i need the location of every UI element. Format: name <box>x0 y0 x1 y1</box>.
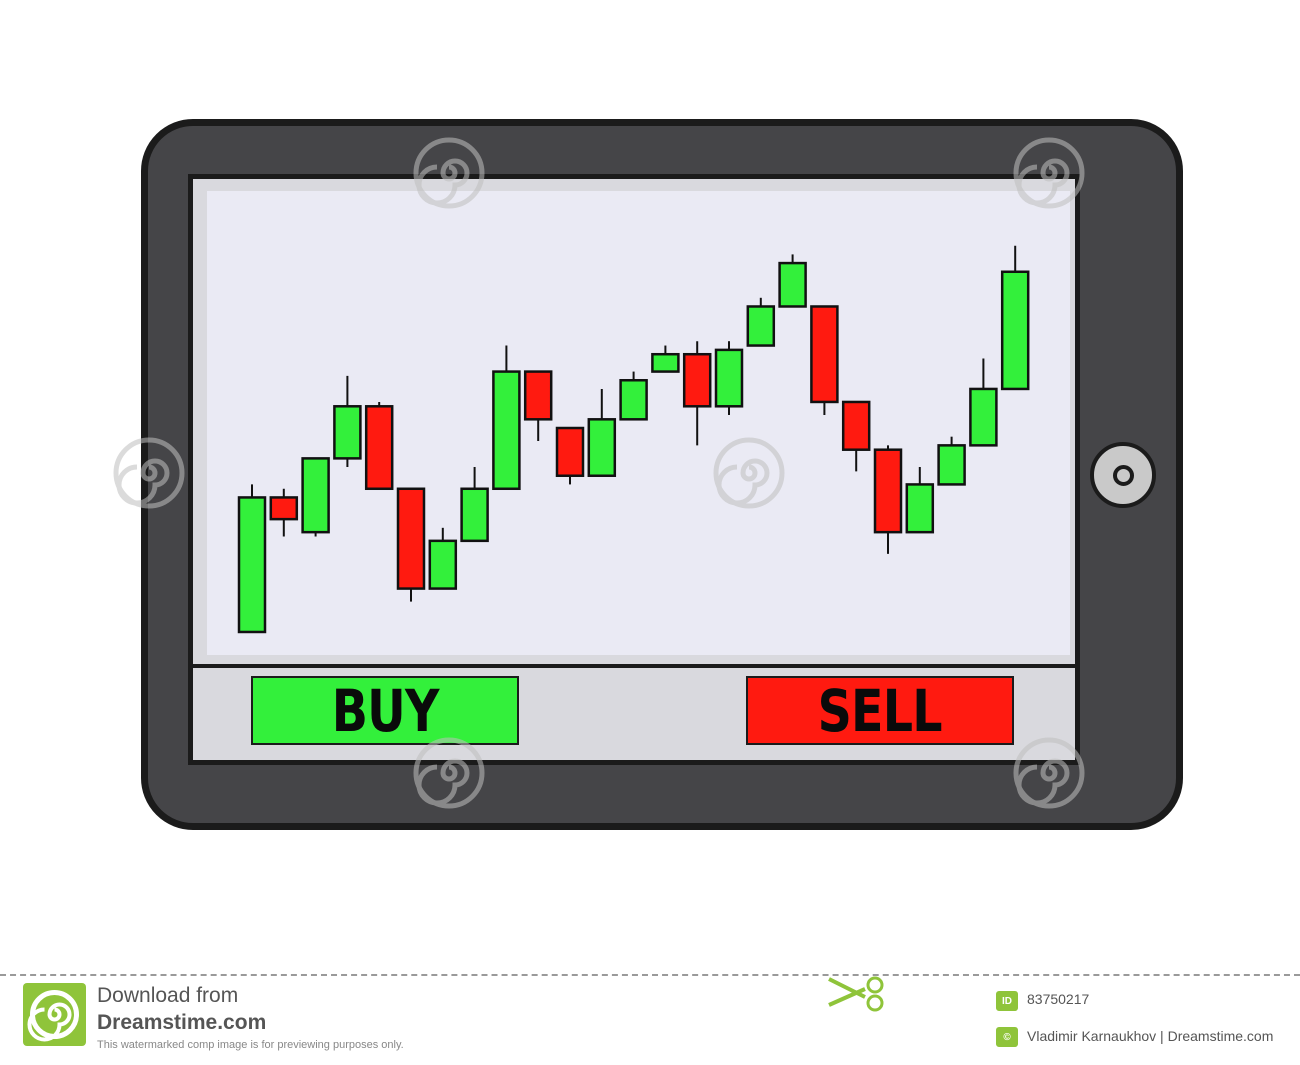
candle-body-down <box>810 305 839 404</box>
candle-body-up <box>651 352 680 373</box>
spiral-watermark-icon <box>113 437 185 509</box>
candle-body-up <box>301 457 330 534</box>
image-id: 83750217 <box>1027 991 1090 1007</box>
candle-body-down <box>841 400 871 451</box>
candle-body-up <box>1000 270 1030 391</box>
footer-divider <box>0 974 1300 976</box>
sell-button-label: SELL <box>817 676 943 745</box>
candle-body-down <box>523 370 553 421</box>
candle-14 <box>651 345 680 373</box>
candle-21 <box>873 445 903 554</box>
spiral-watermark-icon <box>413 737 485 809</box>
candle-body-down <box>364 405 394 491</box>
watermark-note: This watermarked comp image is for previ… <box>97 1039 404 1051</box>
candle-body-up <box>937 444 966 486</box>
candle-10 <box>523 370 553 442</box>
candle-body-up <box>746 305 776 347</box>
candle-body-up <box>714 348 744 408</box>
candle-4 <box>333 375 362 468</box>
spiral-watermark-icon <box>713 437 785 509</box>
candle-body-up <box>969 387 998 447</box>
candle-5 <box>364 401 394 491</box>
candle-12 <box>587 388 617 477</box>
candle-11 <box>555 426 585 485</box>
candle-9 <box>492 345 521 491</box>
candle-24 <box>969 358 998 447</box>
candle-body-down <box>269 496 299 521</box>
home-button-ring <box>1113 465 1134 486</box>
candlestick-chart <box>207 191 1070 655</box>
download-from-text: Download from <box>97 984 239 1007</box>
candle-body-down <box>396 487 426 590</box>
spiral-watermark-icon <box>1013 737 1085 809</box>
candle-body-up <box>460 487 489 543</box>
candle-body-up <box>619 379 648 421</box>
buy-button[interactable]: BUY <box>251 676 519 745</box>
candle-body-up <box>905 483 935 534</box>
copyright-badge-icon: © <box>996 1027 1018 1047</box>
candle-25 <box>1000 245 1030 391</box>
candle-2 <box>269 488 299 537</box>
tablet-home-button[interactable] <box>1090 442 1156 508</box>
spiral-watermark-icon <box>413 137 485 209</box>
candle-23 <box>937 436 966 486</box>
spiral-watermark-icon <box>1013 137 1085 209</box>
candle-19 <box>810 305 839 415</box>
candle-body-down <box>555 426 585 477</box>
dreamstime-link[interactable]: Dreamstime.com <box>97 1011 267 1034</box>
candle-body-up <box>237 496 267 634</box>
candle-18 <box>778 254 807 308</box>
candle-body-up <box>492 370 521 491</box>
candle-body-down <box>682 352 712 408</box>
author-credit: Vladimir Karnaukhov | Dreamstime.com <box>1027 1028 1274 1044</box>
candle-3 <box>301 457 330 537</box>
screen-divider <box>193 664 1075 668</box>
candle-13 <box>619 371 648 421</box>
candle-1 <box>237 484 267 634</box>
candle-body-up <box>587 418 617 477</box>
candle-body-down <box>873 448 903 534</box>
candle-16 <box>714 341 744 415</box>
candle-body-up <box>778 261 807 308</box>
dreamstime-logo-icon <box>23 983 86 1046</box>
candle-22 <box>905 467 935 534</box>
candle-body-up <box>428 539 458 590</box>
candle-17 <box>746 297 776 347</box>
candle-8 <box>460 467 489 543</box>
buy-button-label: BUY <box>331 676 440 745</box>
scissors-icon <box>828 976 884 1012</box>
candle-6 <box>396 487 426 602</box>
chart-canvas <box>237 245 1030 634</box>
id-badge-icon: ID <box>996 991 1018 1011</box>
candle-15 <box>682 341 712 446</box>
candle-20 <box>841 400 871 472</box>
candle-body-up <box>333 405 362 460</box>
sell-button[interactable]: SELL <box>746 676 1014 745</box>
candle-7 <box>428 527 458 590</box>
